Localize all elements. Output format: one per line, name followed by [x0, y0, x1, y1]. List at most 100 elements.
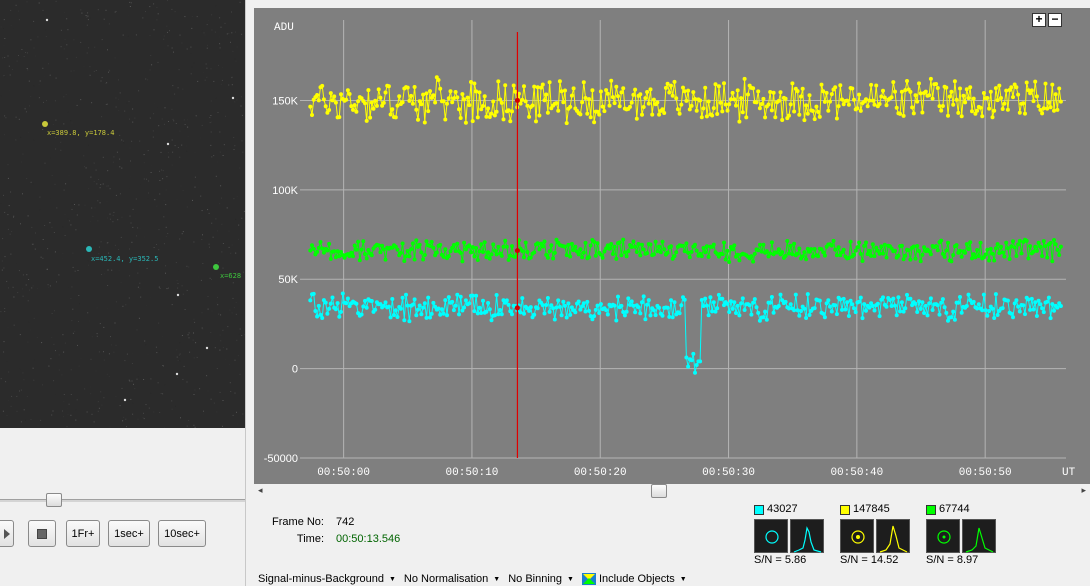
- data-point: [356, 239, 361, 244]
- data-point: [612, 101, 617, 106]
- data-point: [345, 296, 350, 301]
- object-card-2[interactable]: 147845 S/N = 14.52: [840, 503, 912, 569]
- object-aperture-thumbnail: [926, 519, 960, 553]
- data-point: [412, 85, 417, 89]
- data-point: [674, 96, 679, 101]
- data-point: [580, 304, 585, 309]
- data-point: [369, 299, 374, 303]
- data-point: [742, 308, 747, 312]
- zoom-out-button[interactable]: −: [1048, 13, 1062, 27]
- data-point: [499, 253, 504, 258]
- data-point: [759, 249, 764, 254]
- data-point: [506, 108, 511, 113]
- data-point: [460, 92, 465, 97]
- data-point: [569, 93, 574, 98]
- data-point: [1046, 295, 1051, 300]
- data-point: [564, 121, 569, 126]
- data-point: [527, 308, 532, 313]
- object-card-3[interactable]: 67744 S/N = 8.97: [926, 503, 998, 569]
- data-point: [894, 313, 899, 318]
- data-point: [665, 81, 670, 86]
- data-point: [698, 98, 703, 103]
- data-point: [899, 243, 904, 248]
- zoom-in-button[interactable]: +: [1032, 13, 1046, 27]
- data-point: [494, 109, 499, 114]
- data-point: [872, 102, 877, 107]
- video-frame[interactable]: x=389.8, y=178.4 x=452.4, y=352.5 x=628: [0, 0, 245, 428]
- data-point: [569, 241, 574, 246]
- data-point: [363, 252, 367, 256]
- data-point: [970, 256, 974, 261]
- ten-seconds-forward-button[interactable]: 10sec+: [158, 520, 206, 547]
- data-point: [728, 299, 733, 304]
- data-point: [922, 245, 927, 250]
- data-point: [658, 250, 663, 255]
- data-point: [1026, 88, 1031, 93]
- frame-forward-button[interactable]: 1Fr+: [66, 520, 100, 547]
- data-point: [720, 296, 725, 301]
- data-point: [315, 93, 320, 97]
- data-point: [908, 296, 913, 301]
- data-point: [797, 112, 802, 117]
- scroll-left-arrow-icon[interactable]: ◂: [258, 485, 263, 495]
- data-point: [590, 317, 595, 322]
- stop-button[interactable]: [28, 520, 56, 547]
- data-point: [345, 88, 350, 93]
- slider-thumb[interactable]: [46, 493, 62, 507]
- data-point: [475, 258, 480, 262]
- binning-dropdown[interactable]: No Binning ▼: [508, 573, 574, 585]
- data-point: [486, 106, 491, 111]
- frame-info: Frame No: 742 Time: 00:50:13.546: [262, 516, 400, 550]
- scroll-right-arrow-icon[interactable]: ▸: [1081, 485, 1086, 495]
- include-objects-dropdown[interactable]: Include Objects ▼: [581, 573, 687, 585]
- data-point: [927, 249, 932, 254]
- data-point: [911, 111, 916, 116]
- x-tick-label: 00:50:30: [702, 467, 755, 479]
- normalisation-dropdown[interactable]: No Normalisation ▼: [404, 573, 500, 585]
- data-point: [660, 313, 665, 318]
- data-point: [568, 254, 573, 259]
- data-point: [347, 254, 352, 258]
- signal-mode-dropdown[interactable]: Signal-minus-Background ▼: [258, 573, 396, 585]
- data-point: [499, 100, 504, 105]
- data-point: [872, 254, 877, 259]
- data-point: [600, 104, 605, 109]
- series-1: [308, 75, 1063, 126]
- data-point: [713, 309, 718, 314]
- object-color-swatch: [754, 505, 764, 515]
- data-point: [544, 303, 549, 307]
- data-point: [732, 97, 737, 102]
- data-point: [872, 308, 877, 313]
- data-point: [848, 239, 853, 244]
- data-point: [578, 112, 583, 117]
- data-point: [944, 248, 949, 253]
- data-point: [968, 240, 973, 245]
- target-label-1: x=389.8, y=178.4: [47, 129, 115, 137]
- data-point: [1055, 305, 1060, 310]
- data-point: [852, 97, 856, 102]
- data-point: [428, 315, 432, 320]
- object-card-1[interactable]: 43027 S/N = 5.86: [754, 503, 826, 569]
- data-point: [1005, 246, 1010, 251]
- data-point: [935, 86, 940, 90]
- scroll-thumb[interactable]: [651, 484, 667, 498]
- light-curve-chart[interactable]: -50000 0 50K 100K 150K 00:50:00 00:50:10 00:50:…: [254, 8, 1090, 484]
- data-point: [954, 243, 959, 248]
- play-button[interactable]: [0, 520, 14, 547]
- data-point: [855, 106, 860, 111]
- data-point: [373, 98, 378, 103]
- chart-horizontal-scrollbar[interactable]: ◂ ▸: [254, 484, 1090, 499]
- cursor-marker: [514, 97, 520, 103]
- data-point: [563, 88, 567, 93]
- data-point: [701, 246, 706, 250]
- frame-position-slider[interactable]: [0, 492, 245, 509]
- data-point: [1000, 107, 1005, 111]
- data-point: [412, 297, 417, 302]
- one-second-forward-button[interactable]: 1sec+: [108, 520, 150, 547]
- data-point: [795, 308, 800, 313]
- data-point: [352, 243, 357, 248]
- data-point: [727, 260, 732, 264]
- data-point: [662, 111, 667, 115]
- data-point: [893, 89, 897, 94]
